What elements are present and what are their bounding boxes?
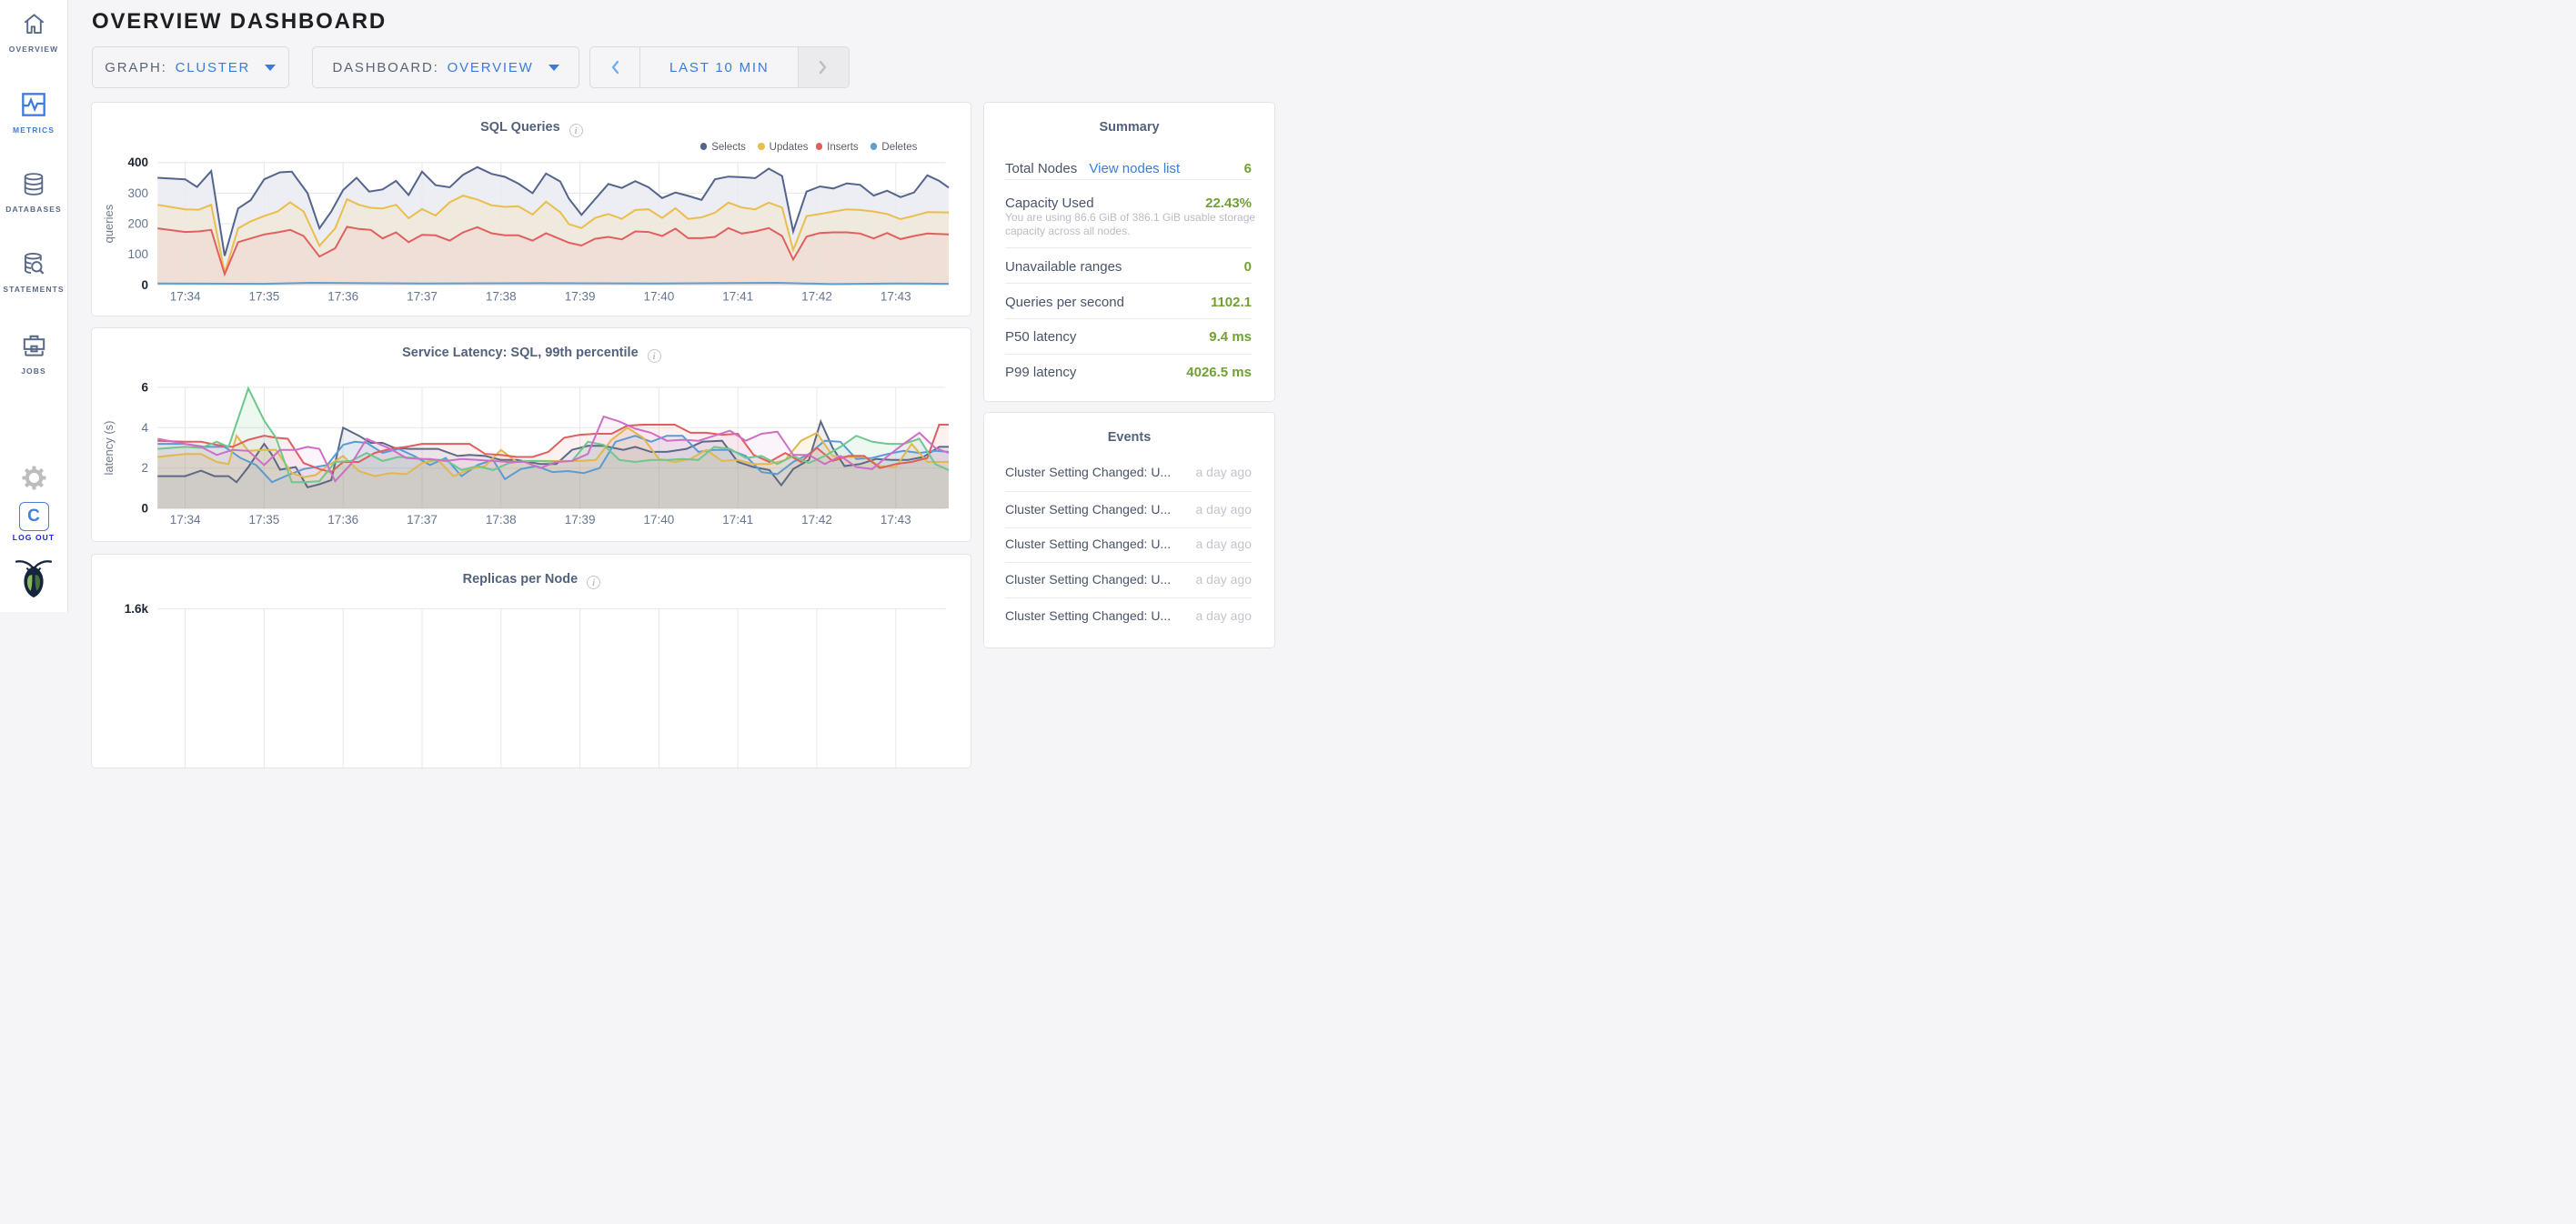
- svg-text:0: 0: [142, 502, 149, 516]
- svg-text:17:40: 17:40: [644, 513, 675, 527]
- svg-text:17:38: 17:38: [486, 290, 517, 304]
- svg-text:17:34: 17:34: [170, 290, 201, 304]
- svg-text:17:42: 17:42: [801, 513, 832, 527]
- svg-text:17:34: 17:34: [170, 513, 201, 527]
- svg-text:17:37: 17:37: [407, 513, 438, 527]
- svg-text:6: 6: [142, 381, 149, 395]
- svg-text:4: 4: [142, 421, 149, 435]
- svg-text:17:35: 17:35: [249, 290, 280, 304]
- svg-text:17:43: 17:43: [880, 513, 911, 527]
- svg-text:17:38: 17:38: [486, 513, 517, 527]
- svg-text:17:41: 17:41: [723, 513, 754, 527]
- svg-text:100: 100: [128, 247, 149, 261]
- svg-text:17:35: 17:35: [249, 513, 280, 527]
- svg-text:1.6k: 1.6k: [125, 601, 149, 615]
- svg-text:17:39: 17:39: [565, 513, 596, 527]
- svg-text:300: 300: [128, 186, 149, 200]
- svg-text:17:41: 17:41: [723, 290, 754, 304]
- svg-text:200: 200: [128, 217, 149, 231]
- svg-text:17:36: 17:36: [328, 290, 359, 304]
- svg-text:17:43: 17:43: [880, 290, 911, 304]
- svg-text:2: 2: [142, 462, 149, 476]
- svg-text:queries: queries: [103, 204, 116, 243]
- svg-text:400: 400: [128, 156, 149, 169]
- svg-text:17:42: 17:42: [801, 290, 832, 304]
- svg-text:17:36: 17:36: [328, 513, 359, 527]
- svg-text:17:39: 17:39: [565, 290, 596, 304]
- svg-text:17:40: 17:40: [644, 290, 675, 304]
- svg-text:0: 0: [142, 278, 149, 292]
- svg-text:latency (s): latency (s): [103, 421, 116, 476]
- svg-text:17:37: 17:37: [407, 290, 438, 304]
